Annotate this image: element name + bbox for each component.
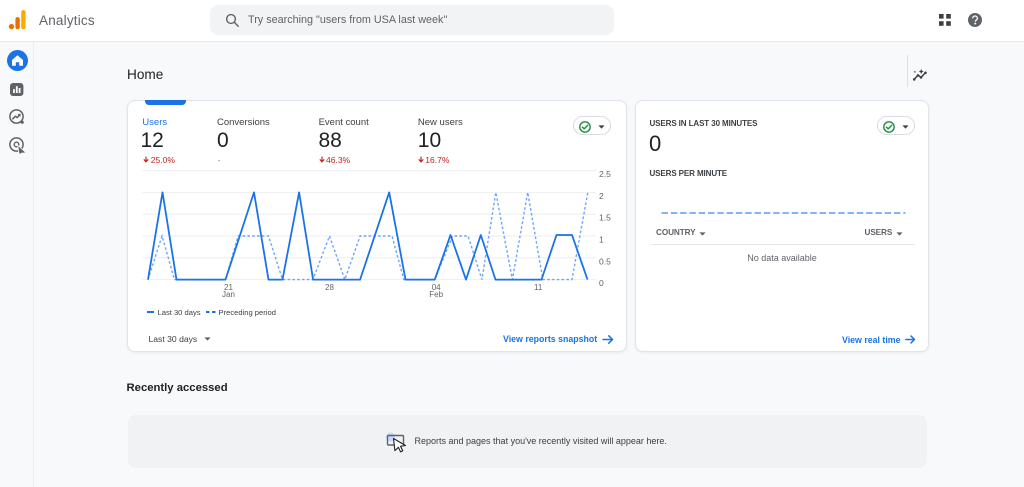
svg-text:1: 1 bbox=[599, 235, 604, 245]
svg-text:Feb: Feb bbox=[429, 290, 443, 299]
svg-text:0: 0 bbox=[599, 278, 604, 288]
svg-text:0.5: 0.5 bbox=[599, 256, 611, 266]
svg-text:1.5: 1.5 bbox=[599, 213, 611, 223]
svg-text:28: 28 bbox=[325, 283, 334, 292]
svg-text:Jan: Jan bbox=[222, 290, 235, 299]
svg-text:11: 11 bbox=[534, 283, 543, 292]
svg-text:21: 21 bbox=[224, 283, 233, 292]
svg-text:2.5: 2.5 bbox=[599, 169, 611, 179]
svg-text:Preceding period: Preceding period bbox=[219, 308, 276, 317]
svg-text:Last 30 days: Last 30 days bbox=[158, 308, 201, 317]
svg-text:04: 04 bbox=[432, 283, 441, 292]
svg-text:2: 2 bbox=[599, 191, 604, 201]
